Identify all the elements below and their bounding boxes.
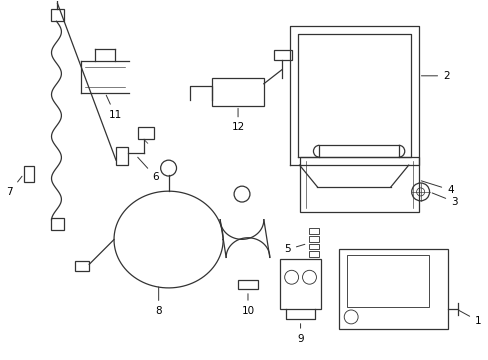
Bar <box>138 127 153 139</box>
Bar <box>116 147 128 165</box>
Bar <box>299 157 418 212</box>
Text: 6: 6 <box>138 157 159 182</box>
Bar <box>279 260 321 309</box>
Bar <box>212 78 264 105</box>
Text: 7: 7 <box>6 176 22 197</box>
Bar <box>50 218 64 230</box>
Text: 1: 1 <box>458 310 481 326</box>
Bar <box>309 251 319 257</box>
Bar <box>339 249 447 329</box>
Bar <box>24 166 34 182</box>
Text: 4: 4 <box>421 181 453 195</box>
Text: 5: 5 <box>284 244 304 255</box>
Bar <box>50 9 64 21</box>
Bar <box>309 235 319 242</box>
Bar <box>75 261 89 271</box>
Text: 12: 12 <box>231 108 244 132</box>
Text: 8: 8 <box>155 287 162 316</box>
Text: 3: 3 <box>431 193 457 207</box>
Text: 11: 11 <box>106 95 122 120</box>
Bar <box>346 255 427 307</box>
Bar <box>309 228 319 234</box>
Text: 9: 9 <box>297 324 303 344</box>
Bar <box>238 280 257 289</box>
Text: 10: 10 <box>241 294 254 316</box>
Bar <box>273 50 291 60</box>
Text: 2: 2 <box>421 71 449 81</box>
Bar <box>309 243 319 249</box>
